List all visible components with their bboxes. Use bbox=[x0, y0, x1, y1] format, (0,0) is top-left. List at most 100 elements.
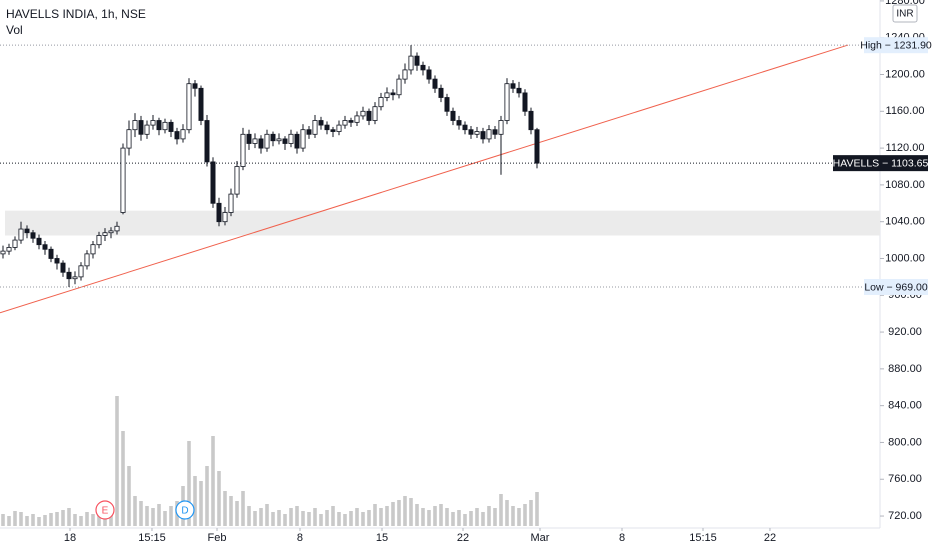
candle-body bbox=[150, 120, 156, 126]
candle-body bbox=[282, 138, 288, 144]
candle-body bbox=[522, 92, 528, 112]
candle-body bbox=[138, 120, 144, 135]
event-label: D bbox=[181, 506, 188, 517]
volume-bar bbox=[127, 466, 131, 526]
candle-body bbox=[432, 78, 438, 89]
candle-body bbox=[276, 138, 282, 142]
volume-bar bbox=[55, 512, 59, 526]
candle-body bbox=[534, 129, 540, 164]
candle-body bbox=[132, 120, 138, 131]
x-tick-label: Mar bbox=[531, 532, 550, 544]
candle-body bbox=[180, 129, 186, 140]
volume-bar bbox=[373, 504, 377, 526]
volume-bar bbox=[535, 492, 539, 526]
candle-body bbox=[264, 133, 270, 149]
candle-body bbox=[258, 138, 264, 149]
volume-bar bbox=[283, 514, 287, 526]
volume-bar bbox=[73, 514, 77, 526]
candle-body bbox=[504, 83, 510, 121]
volume-bar bbox=[463, 514, 467, 526]
candle-body bbox=[90, 244, 96, 255]
candle-body bbox=[396, 78, 402, 96]
candle-body bbox=[228, 193, 234, 213]
y-tick-label: 720.00 bbox=[888, 510, 922, 522]
x-tick-label: 22 bbox=[457, 532, 469, 544]
candle-body bbox=[456, 120, 462, 126]
candle-body bbox=[390, 92, 396, 96]
candle-body bbox=[102, 232, 108, 236]
volume-bar bbox=[265, 504, 269, 526]
candle-body bbox=[198, 87, 204, 121]
candle-body bbox=[192, 83, 198, 89]
candle-body bbox=[336, 124, 342, 132]
candle-body bbox=[408, 55, 414, 71]
volume-bar bbox=[451, 512, 455, 526]
candle-body bbox=[372, 106, 378, 121]
volume-bar bbox=[397, 500, 401, 526]
volume-bar bbox=[187, 441, 191, 526]
x-tick-label: 8 bbox=[297, 532, 303, 544]
candle-body bbox=[492, 129, 498, 135]
candle-body bbox=[156, 120, 162, 131]
volume-bar bbox=[349, 511, 353, 526]
y-tick-label: 880.00 bbox=[888, 363, 922, 375]
y-tick-label: 1080.00 bbox=[885, 179, 925, 191]
volume-bar bbox=[433, 506, 437, 526]
volume-bar bbox=[37, 517, 41, 526]
y-tick-label: 840.00 bbox=[888, 400, 922, 412]
volume-bar bbox=[205, 466, 209, 526]
volume-bar bbox=[223, 491, 227, 526]
y-tick-label: 1040.00 bbox=[885, 216, 925, 228]
currency[interactable]: INR bbox=[896, 9, 913, 20]
volume-bar bbox=[199, 481, 203, 526]
volume-bar bbox=[319, 514, 323, 526]
candle-body bbox=[468, 129, 474, 135]
trendline bbox=[0, 44, 849, 314]
volume-bar bbox=[91, 514, 95, 526]
volume-bar bbox=[289, 508, 293, 526]
volume-bar bbox=[403, 496, 407, 526]
volume-bar bbox=[367, 510, 371, 526]
candle-body bbox=[0, 250, 6, 255]
volume-bar bbox=[331, 506, 335, 526]
candle-body bbox=[420, 64, 426, 71]
candle-body bbox=[246, 133, 252, 144]
volume-bar bbox=[343, 514, 347, 526]
volume-bar bbox=[85, 512, 89, 526]
candle-body bbox=[354, 115, 360, 123]
candle-body bbox=[384, 92, 390, 98]
volume-bar bbox=[481, 512, 485, 526]
candle-body bbox=[480, 131, 486, 140]
candle-body bbox=[486, 129, 492, 140]
candle-body bbox=[360, 110, 366, 117]
candle-body bbox=[312, 120, 318, 135]
volume-bar bbox=[505, 500, 509, 526]
volume-bar bbox=[517, 508, 521, 526]
volume-bar bbox=[421, 508, 425, 526]
volume-bar bbox=[31, 514, 35, 526]
volume-bar bbox=[307, 512, 311, 526]
currency-box[interactable] bbox=[892, 4, 918, 23]
price-label: HAVELLS − 1103.65 bbox=[833, 157, 929, 169]
volume-bar bbox=[511, 506, 515, 526]
y-tick-label: 760.00 bbox=[888, 473, 922, 485]
candle-body bbox=[414, 55, 420, 66]
volume-bar bbox=[67, 508, 71, 526]
candle-body bbox=[498, 120, 504, 135]
volume-bar bbox=[295, 506, 299, 526]
volume-bar bbox=[97, 515, 101, 526]
x-tick-label: 15:15 bbox=[138, 532, 166, 544]
volume-bar bbox=[529, 500, 533, 526]
candle-body bbox=[12, 239, 18, 248]
volume-bar bbox=[259, 508, 263, 526]
candle-body bbox=[234, 166, 240, 195]
volume-bar bbox=[241, 491, 245, 526]
candle-body bbox=[42, 244, 48, 250]
support-zone bbox=[5, 210, 880, 236]
volume-bar bbox=[235, 501, 239, 526]
volume-bar bbox=[247, 506, 251, 526]
candle-body bbox=[330, 129, 336, 132]
candle-body bbox=[474, 131, 480, 135]
